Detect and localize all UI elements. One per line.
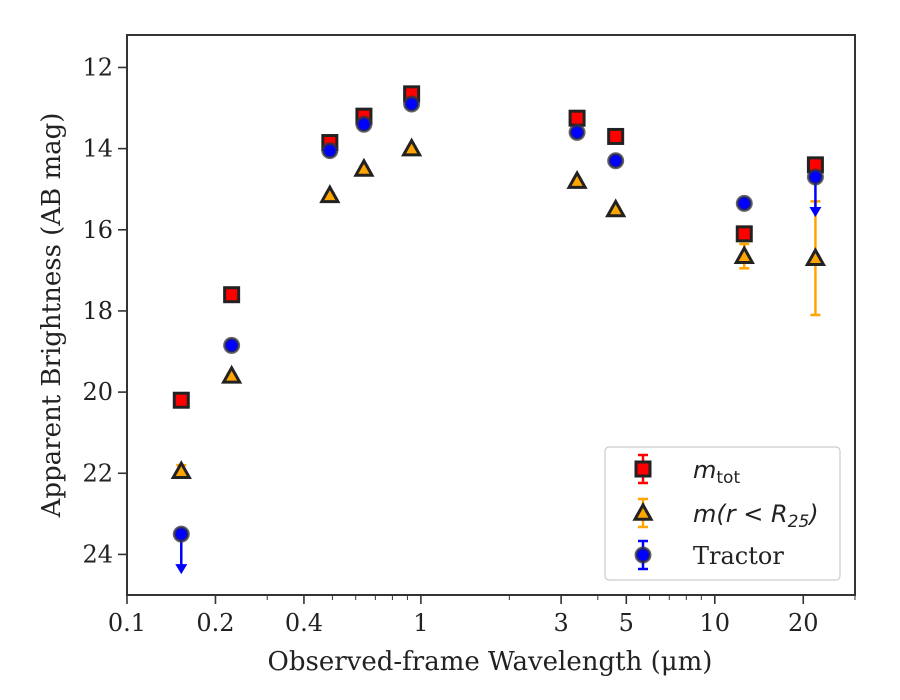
data-point [735, 225, 753, 243]
data-point [568, 109, 586, 127]
data-point [321, 142, 339, 160]
plot-area [126, 34, 856, 596]
x-tick-label: 0.2 [196, 609, 234, 637]
data-point [401, 137, 423, 157]
legend-label: Tractor [693, 542, 784, 570]
y-axis-title: Apparent Brightness (AB mag) [37, 113, 67, 519]
data-point [806, 168, 824, 186]
data-point [605, 198, 627, 218]
data-point [221, 364, 243, 384]
y-tick-label: 12 [82, 53, 113, 81]
data-point [355, 115, 373, 133]
legend-box [604, 446, 841, 581]
y-tick-label: 20 [82, 378, 113, 406]
legend-label: m(r < R25) [693, 500, 819, 532]
x-tick-label: 0.4 [285, 609, 323, 637]
legend-label: mtot [693, 456, 740, 488]
y-axis: 12 14 16 18 20 22 24 [82, 53, 127, 568]
series-circle [172, 95, 824, 575]
data-point [319, 184, 341, 204]
upper-limit-arrowhead [175, 564, 188, 575]
series-triangle [170, 137, 827, 480]
y-tick-label: 14 [82, 135, 113, 163]
data-point [223, 286, 241, 304]
data-point [172, 525, 190, 543]
y-tick-label: 24 [82, 540, 113, 568]
y-tick-label: 22 [82, 459, 113, 487]
data-point [223, 336, 241, 354]
plot-border [126, 34, 856, 596]
x-axis-title: Observed-frame Wavelength (μm) [268, 647, 713, 677]
data-point [735, 194, 753, 212]
x-tick-label: 0.1 [108, 609, 146, 637]
x-tick-label: 5 [619, 609, 634, 637]
data-point [607, 152, 625, 170]
series-square [172, 85, 824, 409]
data-point [170, 460, 192, 480]
legend-entry: m(r < R25) [632, 497, 819, 532]
legend-entry: Tractor [634, 539, 784, 571]
legend-marker [632, 501, 654, 521]
data-point [172, 391, 190, 409]
data-point [607, 127, 625, 145]
data-point [566, 169, 588, 189]
data-point [403, 95, 421, 113]
data-point [568, 123, 586, 141]
x-tick-label: 10 [700, 609, 731, 637]
x-tick-label: 3 [553, 609, 568, 637]
x-tick-label: 1 [413, 609, 428, 637]
x-tick-label: 20 [788, 609, 819, 637]
y-tick-label: 18 [82, 297, 113, 325]
legend-marker [634, 460, 652, 478]
y-tick-label: 16 [82, 216, 113, 244]
legend-marker [634, 546, 652, 564]
data-series [170, 85, 827, 575]
upper-limit-arrowhead [809, 207, 822, 218]
x-axis: 0.1 0.2 0.4 1 3 5 10 20 [108, 595, 856, 637]
data-point [804, 247, 827, 266]
data-point [733, 245, 755, 264]
legend-entry: mtot [634, 453, 740, 488]
legend: mtot m(r < R25) Tractor [604, 446, 841, 581]
data-point [353, 157, 375, 177]
